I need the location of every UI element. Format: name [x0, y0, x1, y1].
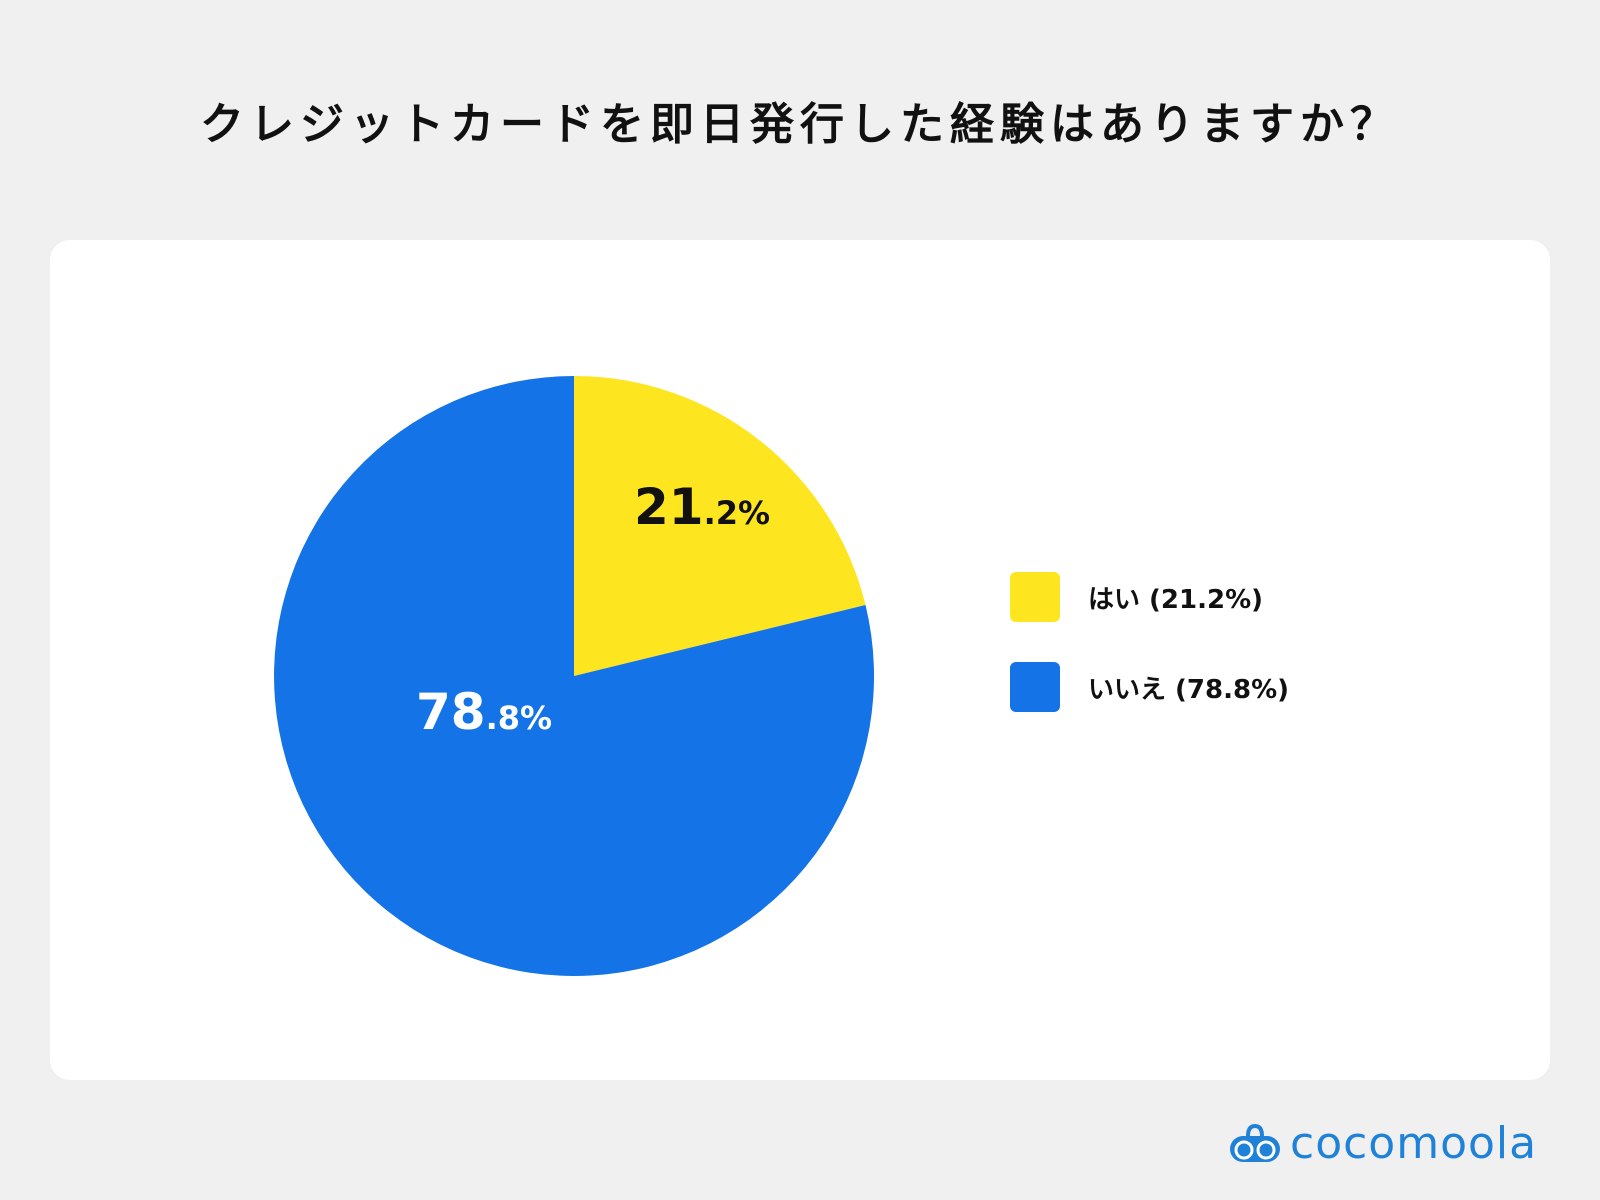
- logo-text: cocomoola: [1290, 1118, 1538, 1169]
- slice-label-yes: 21.2%: [634, 478, 771, 536]
- legend-swatch-no: [1010, 662, 1060, 712]
- chart-card: 21.2% 78.8% はい (21.2%) いいえ (78.8%): [50, 240, 1550, 1080]
- pie-chart: [274, 376, 875, 976]
- legend-swatch-yes: [1010, 572, 1060, 622]
- robot-face-icon: [1230, 1123, 1280, 1162]
- pie-slice-yes: [574, 376, 866, 676]
- legend-item-no: いいえ (78.8%): [1010, 662, 1289, 712]
- chart-legend: はい (21.2%) いいえ (78.8%): [1010, 572, 1289, 752]
- pie-slice-no: [274, 376, 875, 976]
- slice-label-no: 78.8%: [416, 683, 553, 741]
- chart-title: クレジットカードを即日発行した経験はありますか？: [200, 99, 1400, 150]
- legend-item-yes: はい (21.2%): [1010, 572, 1289, 622]
- brand-logo: cocomoola: [1228, 1118, 1537, 1169]
